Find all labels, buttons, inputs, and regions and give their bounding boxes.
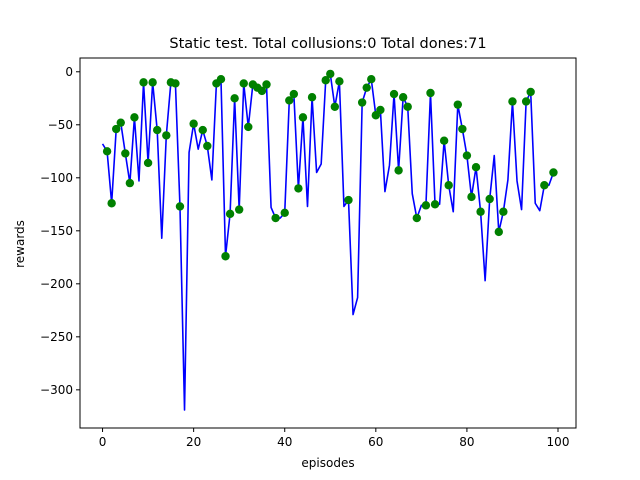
done-marker (476, 207, 485, 216)
done-marker (121, 149, 130, 158)
done-marker (143, 158, 153, 168)
done-marker (162, 131, 171, 140)
done-marker (307, 93, 317, 102)
done-marker (175, 202, 185, 211)
done-marker (112, 124, 121, 134)
done-marker (198, 125, 207, 135)
done-marker (485, 194, 494, 204)
done-marker (153, 125, 162, 135)
plot-area (101, 69, 558, 411)
done-marker (107, 199, 116, 208)
done-marker (171, 79, 180, 88)
x-axis-ticks: 0 20 40 60 80 100 (99, 428, 570, 449)
y-tick-label: −200 (40, 277, 73, 291)
done-marker (526, 87, 535, 97)
y-tick-label: −50 (48, 118, 73, 132)
y-tick-label: −250 (40, 330, 73, 344)
done-marker (394, 166, 403, 175)
done-marker (280, 208, 289, 217)
x-axis-label: episodes (301, 456, 354, 470)
done-marker (257, 86, 267, 96)
chart-title: Static test. Total collusions:0 Total do… (169, 36, 486, 52)
done-marker (326, 69, 335, 79)
done-marker (508, 97, 517, 106)
done-marker (344, 195, 353, 205)
done-marker (285, 96, 294, 105)
done-marker (499, 207, 508, 216)
done-marker (230, 94, 239, 103)
done-marker (467, 192, 476, 202)
done-marker (430, 200, 440, 209)
done-marker (239, 79, 248, 88)
done-marker (376, 105, 385, 115)
done-marker (321, 76, 330, 85)
done-marker (462, 151, 472, 160)
done-marker (294, 184, 303, 193)
x-tick-label: 60 (368, 435, 383, 449)
done-marker (471, 163, 481, 172)
done-marker (203, 141, 212, 151)
done-marker (116, 118, 125, 127)
done-marker (102, 147, 112, 156)
y-axis-label: rewards (13, 220, 27, 268)
y-tick-label: −100 (40, 171, 73, 185)
done-marker (412, 213, 422, 223)
done-marker (549, 168, 558, 177)
done-marker (221, 252, 230, 261)
done-marker (225, 209, 235, 219)
done-marker (298, 113, 308, 122)
x-tick-label: 80 (459, 435, 474, 449)
done-marker (398, 93, 408, 102)
done-marker (540, 181, 549, 190)
done-marker (389, 89, 399, 99)
y-tick-label: 0 (65, 65, 73, 79)
done-marker (403, 102, 412, 111)
done-marker (458, 124, 467, 134)
x-tick-label: 20 (186, 435, 201, 449)
done-marker (494, 227, 503, 237)
x-tick-label: 100 (547, 435, 570, 449)
done-marker (439, 136, 449, 145)
y-tick-label: −300 (40, 383, 73, 397)
done-marker (130, 113, 139, 122)
y-tick-label: −150 (40, 224, 73, 238)
done-marker (125, 178, 135, 188)
done-marker (421, 201, 431, 210)
done-marker (367, 75, 376, 84)
done-marker (234, 205, 244, 214)
done-marker (453, 100, 463, 109)
done-marker (216, 75, 226, 84)
x-tick-label: 40 (277, 435, 292, 449)
done-marker (357, 98, 367, 107)
done-marker (444, 181, 453, 190)
done-marker (189, 119, 198, 128)
done-marker (426, 88, 435, 98)
plot-frame (79, 57, 577, 429)
y-axis-ticks: 0 −50 −100 −150 −200 −250 −300 (40, 65, 80, 397)
done-marker (521, 97, 531, 106)
done-marker (148, 78, 157, 87)
done-marker (139, 78, 148, 87)
x-tick-label: 0 (99, 435, 107, 449)
done-marker (330, 102, 340, 111)
done-marker (335, 77, 344, 86)
done-marker (271, 213, 280, 223)
done-marker (244, 122, 253, 132)
done-marker (362, 83, 371, 92)
done-marker (289, 89, 299, 99)
done-marker (262, 80, 271, 89)
